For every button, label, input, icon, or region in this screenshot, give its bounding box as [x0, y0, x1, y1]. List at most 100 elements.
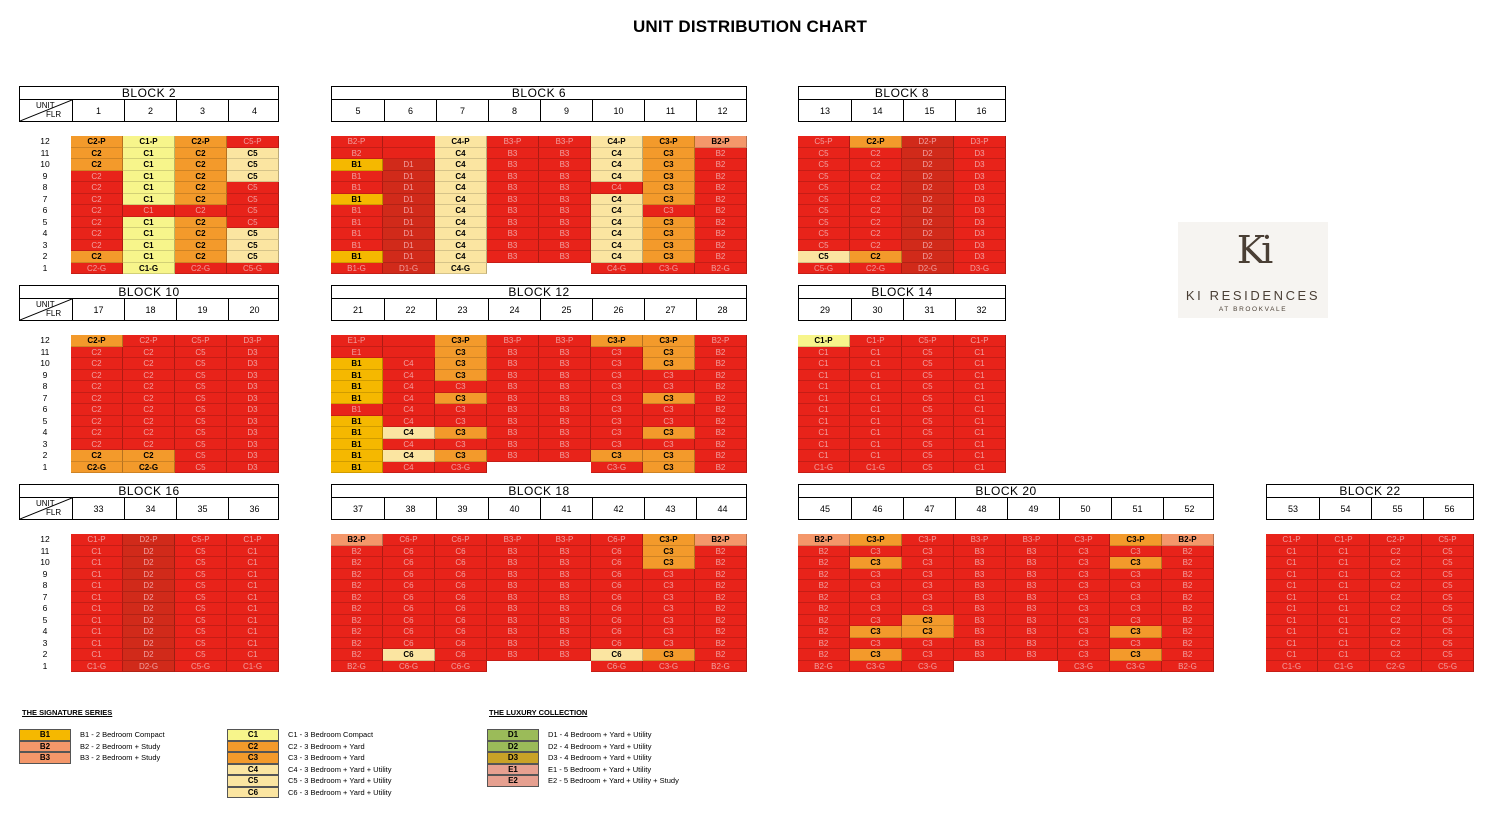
unit-cell: C2-P [175, 136, 227, 148]
unit-cell: C4 [435, 159, 487, 171]
unit-column: C4 C4 C4 C4 C4 C4 C4 C4 C4 C4 [383, 335, 435, 473]
unit-number: 6 [384, 100, 436, 121]
unit-number: 26 [592, 299, 644, 320]
unit-cell: C2 [175, 205, 227, 217]
unit-cell: C1 [798, 415, 850, 427]
unit-cell: B3 [487, 438, 539, 450]
unit-column: C3-P C3 C3 C3 C3 C3 C3 C3 C3 C3 C3 C3-G [850, 534, 902, 672]
block-title: BLOCK 20 [798, 484, 1214, 498]
unit-cell: C6 [435, 637, 487, 649]
unit-cell: C5 [798, 147, 850, 159]
unit-cell: D2 [902, 216, 954, 228]
unit-number: 44 [696, 498, 748, 519]
unit-cell: C2-P [1370, 534, 1422, 546]
logo-subtitle: AT BROOKVALE [1218, 306, 1288, 313]
unit-cell: B2 [695, 147, 747, 159]
unit-cell: B3 [487, 614, 539, 626]
unit-cell: C5-G [798, 262, 850, 274]
unit-cell: C5 [175, 603, 227, 615]
unit-cell: C5-P [227, 136, 279, 148]
unit-column: B2-P B2 B1 B1 B1 B1 B1 B1 B1 B1 B1 B1-G [331, 136, 383, 274]
unit-cell: C5 [798, 239, 850, 251]
unit-cell: C1 [954, 392, 1006, 404]
unit-cell: C1 [850, 450, 902, 462]
unit-cell: C2-G [175, 262, 227, 274]
unit-column: C5-P C5 C5 C5 C5 C5 C5 C5 C5 C5 C5 C5-G [798, 136, 850, 274]
legend-text: C3 - 3 Bedroom + Yard [288, 753, 365, 763]
unit-cell: C2 [71, 193, 123, 205]
unit-cell: B3 [487, 239, 539, 251]
unit-cell: B2-G [695, 660, 747, 672]
unit-cell: B1 [331, 239, 383, 251]
floor-labels: 12 11 10 9 8 7 6 5 4 3 2 1 [19, 534, 71, 672]
unit-cell: D2 [902, 182, 954, 194]
unit-cell: B3 [539, 346, 591, 358]
unit-cell: C3-P [643, 136, 695, 148]
legend-text: E1 - 5 Bedroom + Yard + Utility [548, 764, 652, 774]
floor-label: 9 [42, 369, 48, 380]
unit-column: D3-P D3 D3 D3 D3 D3 D3 D3 D3 D3 D3 D3-G [954, 136, 1006, 274]
unit-cell: B3 [954, 568, 1006, 580]
unit-cell: B3 [487, 159, 539, 171]
unit-cell: C2 [71, 205, 123, 217]
unit-cell: B3 [487, 545, 539, 557]
unit-cell: C6 [383, 591, 435, 603]
unit-cell: C1-P [123, 136, 175, 148]
unit-cell: C2 [850, 228, 902, 240]
unit-cell: B3 [539, 626, 591, 638]
unit-cell: D2 [902, 159, 954, 171]
unit-cell: C3-P [850, 534, 902, 546]
unit-cell: D3 [227, 427, 279, 439]
unit-cell: B1 [331, 369, 383, 381]
unit-column: C3-P C3 C3 C3 C3 C3 C3 C3 C3 C3 C3 C3 [643, 335, 695, 473]
unit-cell: B2-P [798, 534, 850, 546]
unit-cell: C2 [71, 346, 123, 358]
unit-cell: B3 [539, 147, 591, 159]
unit-number: 42 [592, 498, 644, 519]
unit-cell: C5-P [175, 335, 227, 347]
unit-cell: C1-P [227, 534, 279, 546]
unit-cell [383, 335, 435, 347]
unit-cell: B3-P [539, 534, 591, 546]
unit-cell: D3 [954, 228, 1006, 240]
unit-cell: B2 [1162, 591, 1214, 603]
unit-number: 49 [1007, 498, 1059, 519]
corner-floor-label: FLR [46, 110, 62, 119]
unit-cell: C6 [591, 603, 643, 615]
corner-unit-label: UNIT [36, 300, 55, 309]
unit-cell: B2 [1162, 557, 1214, 569]
unit-cell: C3 [850, 545, 902, 557]
unit-cell: D1 [383, 239, 435, 251]
unit-cell: C2-G [71, 262, 123, 274]
unit-number: 11 [644, 100, 696, 121]
unit-number: 51 [1111, 498, 1163, 519]
floor-labels: 12 11 10 9 8 7 6 5 4 3 2 1 [19, 136, 71, 274]
unit-cell: C1 [71, 637, 123, 649]
unit-cell: B1 [331, 228, 383, 240]
legend-swatch: D1 [487, 729, 539, 741]
unit-number-row: UNIT FLR 17 18 19 20 [19, 299, 279, 321]
unit-cell: C1 [1318, 614, 1370, 626]
unit-cell [383, 136, 435, 148]
unit-cell: C1 [1266, 557, 1318, 569]
unit-cell: C1 [71, 626, 123, 638]
unit-cell: C1 [1266, 545, 1318, 557]
unit-cell: C5 [175, 649, 227, 661]
unit-cell: C2 [71, 404, 123, 416]
unit-cell: B1 [331, 450, 383, 462]
unit-cell: D1 [383, 182, 435, 194]
unit-cell: B1 [331, 415, 383, 427]
unit-cell: C2-P [71, 335, 123, 347]
unit-cell: D3 [954, 170, 1006, 182]
unit-cell: C6-P [591, 534, 643, 546]
floor-label: 9 [42, 568, 48, 579]
unit-cell: C1 [850, 346, 902, 358]
legend-item: B2 B2 - 2 Bedroom + Study [19, 740, 160, 752]
unit-cell: C5 [1422, 626, 1474, 638]
unit-cell: C6 [383, 603, 435, 615]
unit-cell: C1 [850, 438, 902, 450]
unit-cell: C5 [175, 545, 227, 557]
unit-cell: B3 [539, 415, 591, 427]
floor-label: 10 [40, 159, 50, 169]
unit-cell: C5 [175, 580, 227, 592]
